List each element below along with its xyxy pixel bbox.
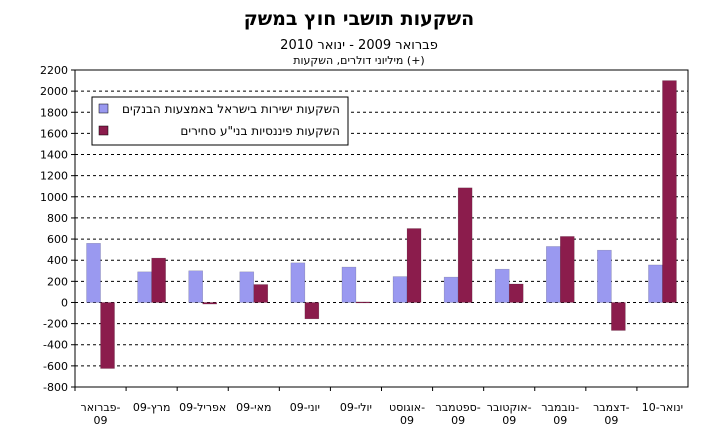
bar-series1-8	[494, 268, 510, 303]
chart-title: השקעות תושבי חוץ במשק	[243, 8, 475, 30]
y-tick-label-7: 600	[47, 233, 68, 246]
legend-swatch-1	[98, 103, 109, 114]
x-tick-label-9-1: 09	[553, 414, 567, 427]
y-tick-label-2: -400	[43, 339, 68, 352]
x-tick-label-9-0: נובמבר-	[541, 401, 579, 414]
bar-series1-3	[239, 271, 255, 303]
bar-series2-10	[611, 302, 626, 331]
y-tick-label-10: 1200	[40, 170, 68, 183]
bar-series2-4	[304, 302, 320, 320]
x-tick-label-10-1: 09	[604, 414, 618, 427]
bar-series1-4	[290, 262, 306, 303]
y-tick-label-11: 1400	[40, 149, 68, 162]
y-tick-label-13: 1800	[40, 106, 68, 119]
bar-series1-5	[341, 266, 357, 303]
x-tick-label-2: אפריל-09	[179, 401, 226, 414]
bar-series1-2	[188, 270, 203, 303]
legend-box	[91, 96, 349, 146]
bar-series1-9	[546, 246, 561, 303]
bar-series2-1	[151, 257, 166, 303]
y-tick-label-6: 400	[47, 254, 68, 267]
bar-series2-11	[662, 80, 677, 303]
y-tick-label-14: 2000	[40, 85, 68, 98]
x-tick-label-6-0: אוגוסט-	[389, 401, 425, 414]
x-tick-label-10-0: דצמבר-	[593, 401, 630, 414]
bar-series2-7	[457, 187, 473, 303]
bar-series2-5	[355, 301, 371, 304]
x-tick-label-8-0: אוקטובר-	[487, 401, 532, 414]
x-tick-label-0-1: 09	[94, 414, 108, 427]
y-tick-label-5: 200	[47, 275, 68, 288]
bar-series2-8	[508, 283, 524, 303]
bar-series1-6	[392, 276, 408, 303]
y-tick-label-8: 800	[47, 212, 68, 225]
bar-series1-11	[648, 264, 663, 303]
bar-series2-9	[560, 236, 575, 303]
y-tick-label-15: 2200	[40, 64, 68, 77]
legend: השקעות ישירות בישראל באמצעות הבנקים השקעו…	[91, 96, 349, 146]
x-tick-label-1: מרץ-09	[133, 401, 171, 414]
bar-series2-6	[406, 228, 422, 303]
y-tick-label-3: -200	[43, 318, 68, 331]
legend-label-1: השקעות ישירות בישראל באמצעות הבנקים	[122, 102, 340, 116]
y-tick-label-0: -800	[43, 381, 68, 394]
bar-series2-3	[253, 284, 269, 303]
bar-series1-10	[597, 249, 612, 303]
y-tick-label-9: 1000	[40, 191, 68, 204]
legend-label-2: השקעות פיננסיות בני"ע סחירים	[180, 124, 340, 138]
y-tick-label-1: -600	[43, 360, 68, 373]
legend-swatch-2	[98, 125, 109, 136]
y-tick-label-4: 0	[61, 296, 68, 309]
x-tick-label-3: מאי-09	[236, 401, 271, 414]
bar-series1-7	[443, 276, 459, 303]
x-tick-label-11: ינואר-10	[642, 401, 683, 414]
x-tick-label-8-1: 09	[502, 414, 516, 427]
y-tick-label-12: 1600	[40, 127, 68, 140]
chart-subtitle: פברואר 2009 - ינואר 2010	[280, 38, 438, 53]
bar-series2-2	[202, 302, 217, 305]
x-tick-label-6-1: 09	[400, 414, 414, 427]
x-tick-label-4: יוני-09	[290, 401, 320, 414]
bar-series2-0	[100, 302, 115, 369]
x-tick-label-7-0: ספטמבר-	[436, 401, 481, 414]
x-tick-label-5: יולי-09	[340, 401, 372, 414]
x-tick-label-7-1: 09	[451, 414, 465, 427]
bar-series1-0	[86, 243, 101, 303]
x-tick-label-0-0: פברואר-	[81, 401, 121, 414]
chart-units-note: מיליוני דולרים, השקעות (+)	[293, 54, 425, 67]
bar-series1-1	[137, 271, 152, 303]
